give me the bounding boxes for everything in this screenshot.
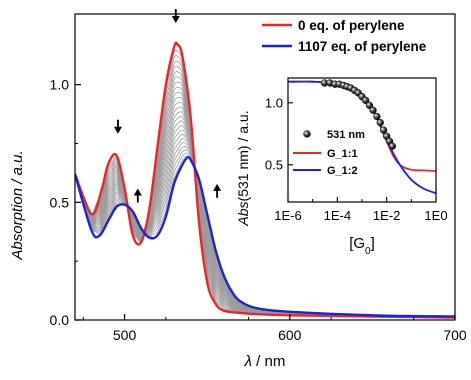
main-axis-ticks: 500 600 700 0.0 0.5 1.0 xyxy=(50,77,467,343)
series-line-1107-eq xyxy=(75,155,455,318)
inset-x-axis-label: [G0] xyxy=(349,235,375,257)
inset-y-tick-label: 0.5 xyxy=(265,157,283,172)
inset-y-label-abs: Abs xyxy=(235,201,251,226)
data-point xyxy=(373,112,381,121)
main-x-axis-label: λ / nm xyxy=(244,353,286,370)
data-point xyxy=(365,101,374,109)
data-point xyxy=(376,118,384,127)
x-tick-label: 500 xyxy=(113,327,137,343)
inset-axis-ticks: 1E-6 1E-4 1E-2 1E0 0.5 1.0 xyxy=(265,95,448,223)
series-line-0-eq xyxy=(75,41,455,319)
x-tick-label: 600 xyxy=(278,327,302,343)
inset-x-label-close: ] xyxy=(371,235,375,252)
inset-x-tick-label: 1E-2 xyxy=(373,208,400,223)
legend-label: 1107 eq. of perylene xyxy=(298,39,427,54)
inset-x-label-sub: 0 xyxy=(365,246,371,257)
arrow-down-annotation xyxy=(171,9,180,24)
x-axis-unit: / nm xyxy=(252,353,285,370)
inset-x-tick-label: 1E-6 xyxy=(274,208,301,223)
main-curves xyxy=(75,41,455,319)
data-point xyxy=(361,96,370,104)
inset-legend-label: 531 nm xyxy=(327,129,365,141)
inset-data-points xyxy=(320,79,397,150)
inset-x-label-open: [G xyxy=(349,235,365,252)
inset-legend-point-marker xyxy=(303,130,311,138)
arrow-down-annotation xyxy=(113,119,122,134)
inset-legend-label: G_1:1 xyxy=(327,148,358,160)
arrow-up-annotation xyxy=(133,188,142,203)
inset-x-tick-label: 1E-4 xyxy=(324,208,351,223)
inset-background xyxy=(242,68,454,254)
inset-y-label-rest: (531 nm) / a.u. xyxy=(235,110,251,201)
data-point xyxy=(388,142,397,150)
inset-plot: 1E-6 1E-4 1E-2 1E0 0.5 1.0 531 nm G_1:1 G_1:2 A… xyxy=(235,68,454,257)
main-legend: 0 eq. of perylene 1107 eq. of perylene xyxy=(262,18,427,54)
inset-y-tick-label: 1.0 xyxy=(265,95,283,110)
x-tick-label: 700 xyxy=(443,327,467,343)
main-plot-frame xyxy=(74,13,456,321)
data-point xyxy=(369,106,377,114)
y-tick-label: 0.0 xyxy=(50,312,70,328)
arrow-up-annotation xyxy=(213,183,222,198)
inset-x-tick-label: 1E0 xyxy=(424,208,447,223)
legend-label: 0 eq. of perylene xyxy=(298,18,405,33)
inset-legend-label: G_1:2 xyxy=(327,165,358,177)
data-point xyxy=(379,126,388,134)
main-y-axis-label: Absorption / a.u. xyxy=(9,150,26,260)
y-tick-label: 1.0 xyxy=(50,77,70,93)
inset-y-axis-label: Abs(531 nm) / a.u. xyxy=(235,110,251,226)
inset-legend: 531 nm G_1:1 G_1:2 xyxy=(293,129,365,177)
x-axis-symbol: λ xyxy=(244,353,252,370)
y-tick-label: 0.5 xyxy=(50,194,70,210)
